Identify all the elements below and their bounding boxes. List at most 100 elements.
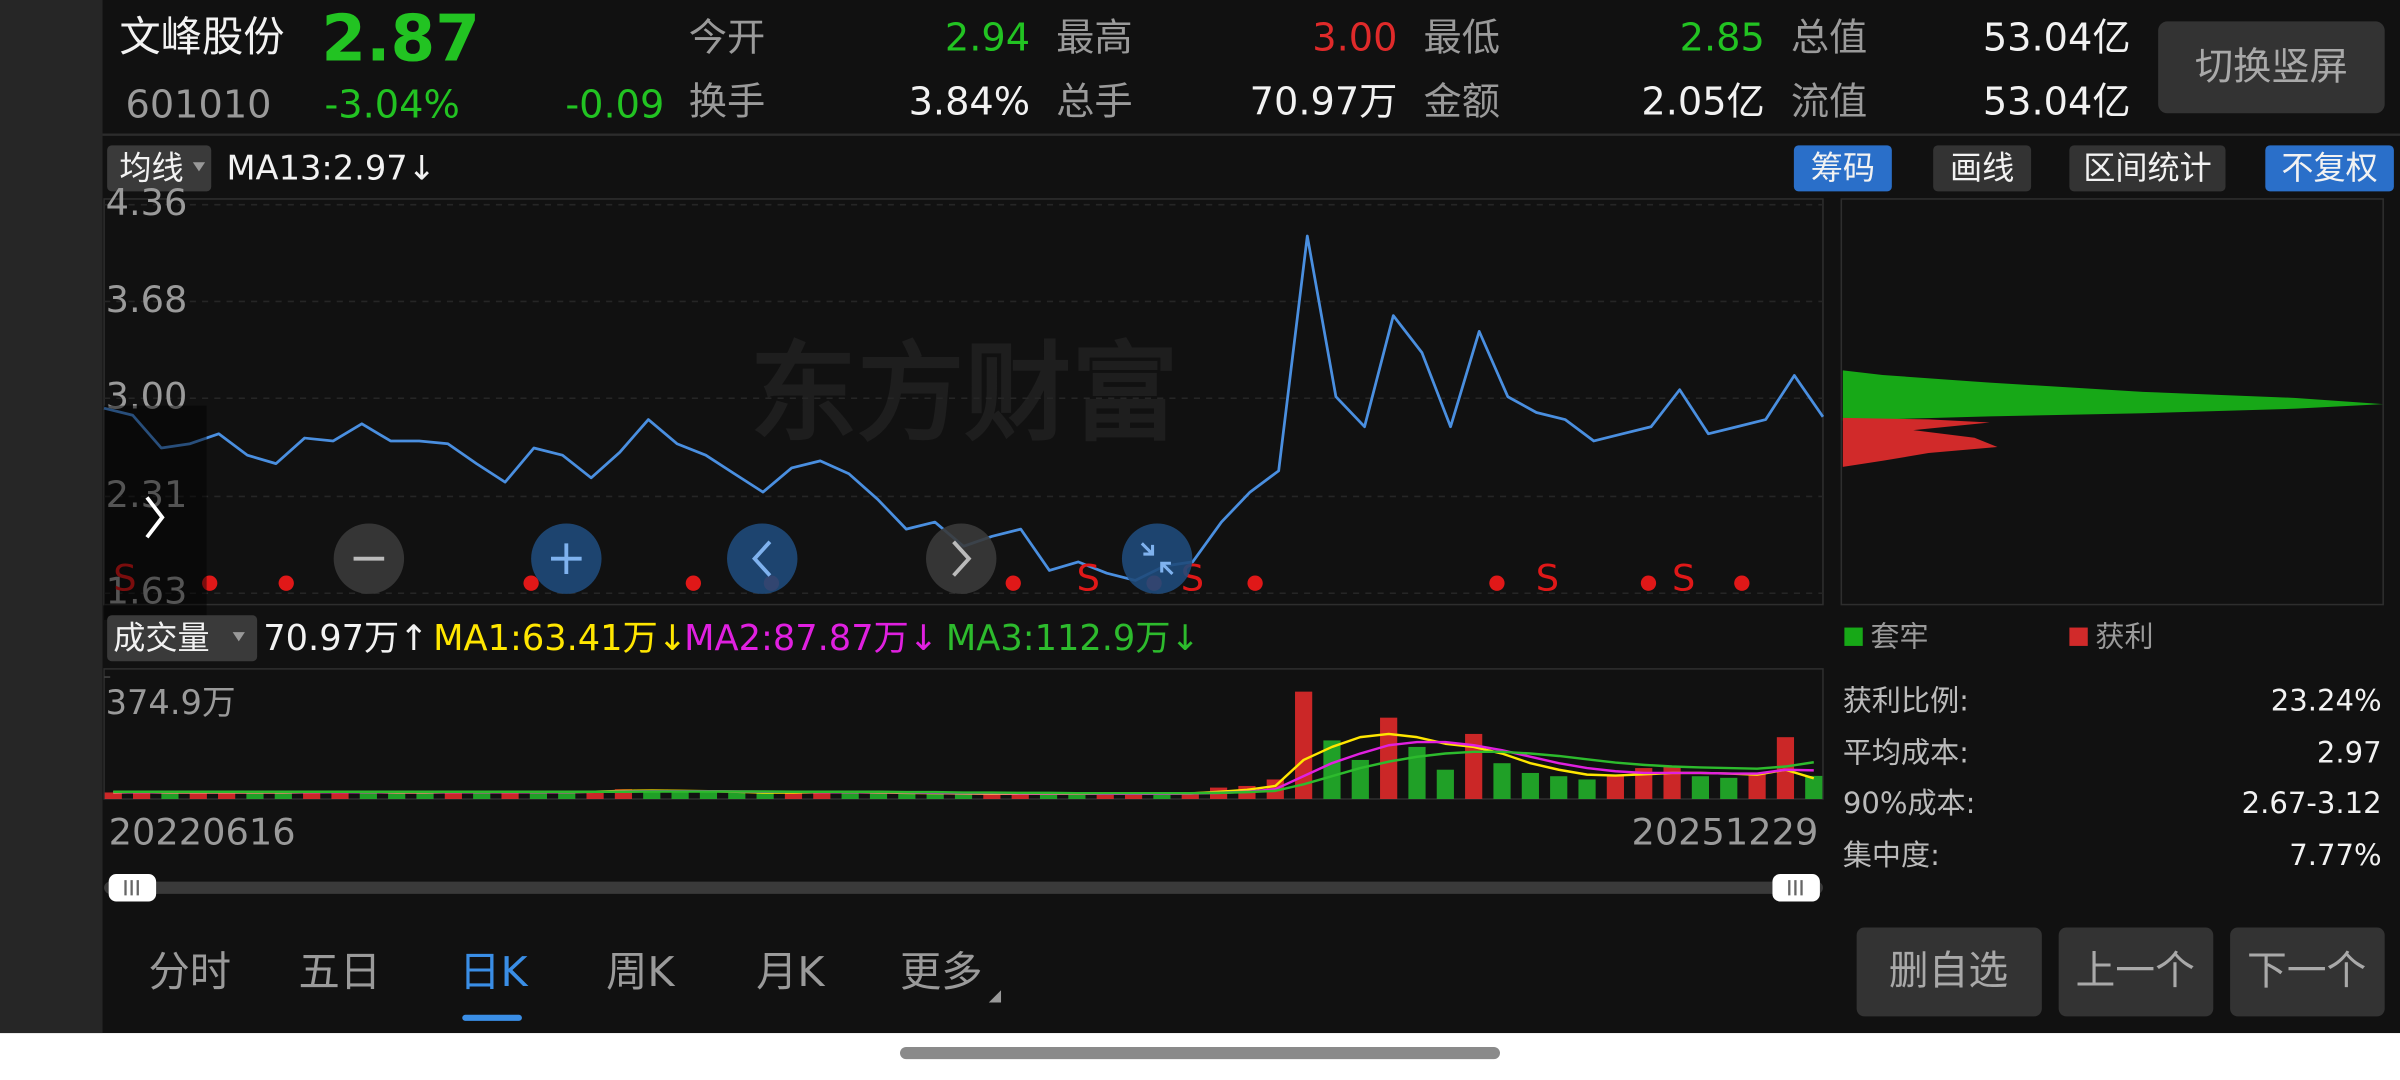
volume-bar xyxy=(898,793,916,799)
date-end: 20251229 xyxy=(1631,811,1818,854)
y-tick-label: 3.68 xyxy=(106,278,188,321)
volume-bar xyxy=(756,793,774,799)
ma-button[interactable] xyxy=(107,145,212,192)
chip-stat-label: 获利比例: xyxy=(1843,684,1969,718)
stock-name: 文峰股份 xyxy=(119,13,284,61)
adjust-button[interactable] xyxy=(2265,145,2394,192)
volume-bar xyxy=(614,789,633,799)
legend-label: 套牢 xyxy=(1870,619,1928,653)
volume-bar xyxy=(1323,740,1341,799)
volume-bar xyxy=(841,792,859,799)
tab[interactable]: 分时 xyxy=(148,948,231,996)
draw-button[interactable] xyxy=(1933,145,2032,192)
stat-value: 53.04亿 xyxy=(1983,15,2131,60)
signal-dot xyxy=(1640,575,1657,591)
stat-label: 换手 xyxy=(689,80,766,125)
action-button[interactable] xyxy=(1856,927,2042,1017)
signal-dot xyxy=(278,575,294,591)
range-stats-button[interactable] xyxy=(2069,145,2226,192)
stat-label: 流值 xyxy=(1791,80,1868,125)
volume-bar xyxy=(1153,793,1171,799)
switch-button-label: 切换竖屏 xyxy=(2195,44,2348,89)
volume-bar xyxy=(1521,772,1539,799)
dropdown-arrow xyxy=(232,632,245,642)
tab[interactable]: 周K xyxy=(606,948,675,996)
side-expand[interactable] xyxy=(104,405,207,620)
switch-button[interactable] xyxy=(2158,21,2385,114)
chip-profit xyxy=(1842,417,1998,467)
chip-stat-value: 7.77% xyxy=(2289,838,2381,872)
tab[interactable]: 月K xyxy=(756,948,825,996)
volume-bar xyxy=(133,791,151,799)
volume-button[interactable] xyxy=(107,615,258,662)
scroll-right-button[interactable] xyxy=(926,523,997,594)
y-tick-label: 2.31 xyxy=(106,473,188,516)
volume-bar xyxy=(784,791,803,799)
signal-dot xyxy=(1489,575,1505,591)
volume-button-label: 成交量 xyxy=(113,619,209,657)
stock-code: 601010 xyxy=(126,83,272,128)
volume-bar xyxy=(1578,779,1596,799)
volume-bar xyxy=(1096,793,1114,799)
chip-stat-value: 2.97 xyxy=(2317,736,2382,770)
volume-bar xyxy=(1635,768,1653,799)
action-button[interactable] xyxy=(2058,927,2214,1017)
stat-label: 金额 xyxy=(1423,80,1500,125)
stat-value: 2.94 xyxy=(945,15,1030,60)
volume-bar xyxy=(699,792,718,799)
signal-dot xyxy=(1005,575,1021,591)
volume-bar xyxy=(1663,766,1681,799)
volume-bar xyxy=(1805,775,1823,799)
stat-label: 今开 xyxy=(689,15,766,60)
legend-label: 获利 xyxy=(2095,619,2153,653)
volume-bar xyxy=(643,789,661,799)
signal-dot xyxy=(1247,575,1263,591)
volume-bar xyxy=(869,793,888,799)
chip-stat-label: 集中度: xyxy=(1843,838,1940,872)
chip-stat-value: 2.67-3.12 xyxy=(2242,786,2382,820)
tab[interactable]: 五日 xyxy=(298,948,381,996)
chip-frame xyxy=(1840,198,2384,606)
expand-icon xyxy=(145,496,165,539)
volume-bar xyxy=(1436,769,1454,799)
tab[interactable]: 更多 xyxy=(900,948,983,996)
legend-entry: MA2:87.87万↓ xyxy=(684,618,938,659)
y-tick-label: 1.63 xyxy=(106,570,188,613)
volume-bar xyxy=(501,791,519,799)
volume-bar xyxy=(1691,776,1710,799)
volume-bar xyxy=(926,793,944,799)
home-indicator[interactable] xyxy=(900,1046,1500,1060)
action-label: 删自选 xyxy=(1889,948,2008,994)
volume-bar xyxy=(1380,717,1398,799)
signal-dot xyxy=(1734,575,1750,591)
action-button[interactable] xyxy=(2230,927,2385,1017)
volume-bar xyxy=(1493,763,1511,799)
volume-bar xyxy=(388,792,406,799)
volume-bar xyxy=(104,792,122,799)
icon xyxy=(551,543,582,574)
icon xyxy=(952,540,972,577)
signal-label: S xyxy=(113,557,136,600)
date-start: 20220616 xyxy=(109,811,296,854)
reset-button[interactable] xyxy=(1121,523,1193,594)
signal-dot xyxy=(685,575,702,591)
signal-dot xyxy=(523,575,539,591)
volume-bar xyxy=(1606,774,1624,799)
ma-text: MA13:2.97↓ xyxy=(227,148,436,187)
chip-stat-label: 90%成本: xyxy=(1843,786,1976,820)
adjust-button-label: 不复权 xyxy=(2281,149,2377,187)
tab-active[interactable]: 日K xyxy=(459,948,528,996)
volume-bar xyxy=(558,792,576,799)
scroll-left-button[interactable] xyxy=(727,523,798,594)
volume-current: 70.97万↑ xyxy=(263,618,428,659)
chip-button[interactable] xyxy=(1793,145,1892,192)
volume-bar xyxy=(1550,776,1568,799)
ma-line xyxy=(113,750,1814,795)
action-label: 上一个 xyxy=(2076,948,2195,994)
volume-bar xyxy=(444,791,462,799)
volume-bar xyxy=(983,793,1001,799)
volume-bar xyxy=(1068,794,1086,799)
range-stats-label: 区间统计 xyxy=(2083,149,2212,187)
volume-bar xyxy=(1748,772,1766,799)
